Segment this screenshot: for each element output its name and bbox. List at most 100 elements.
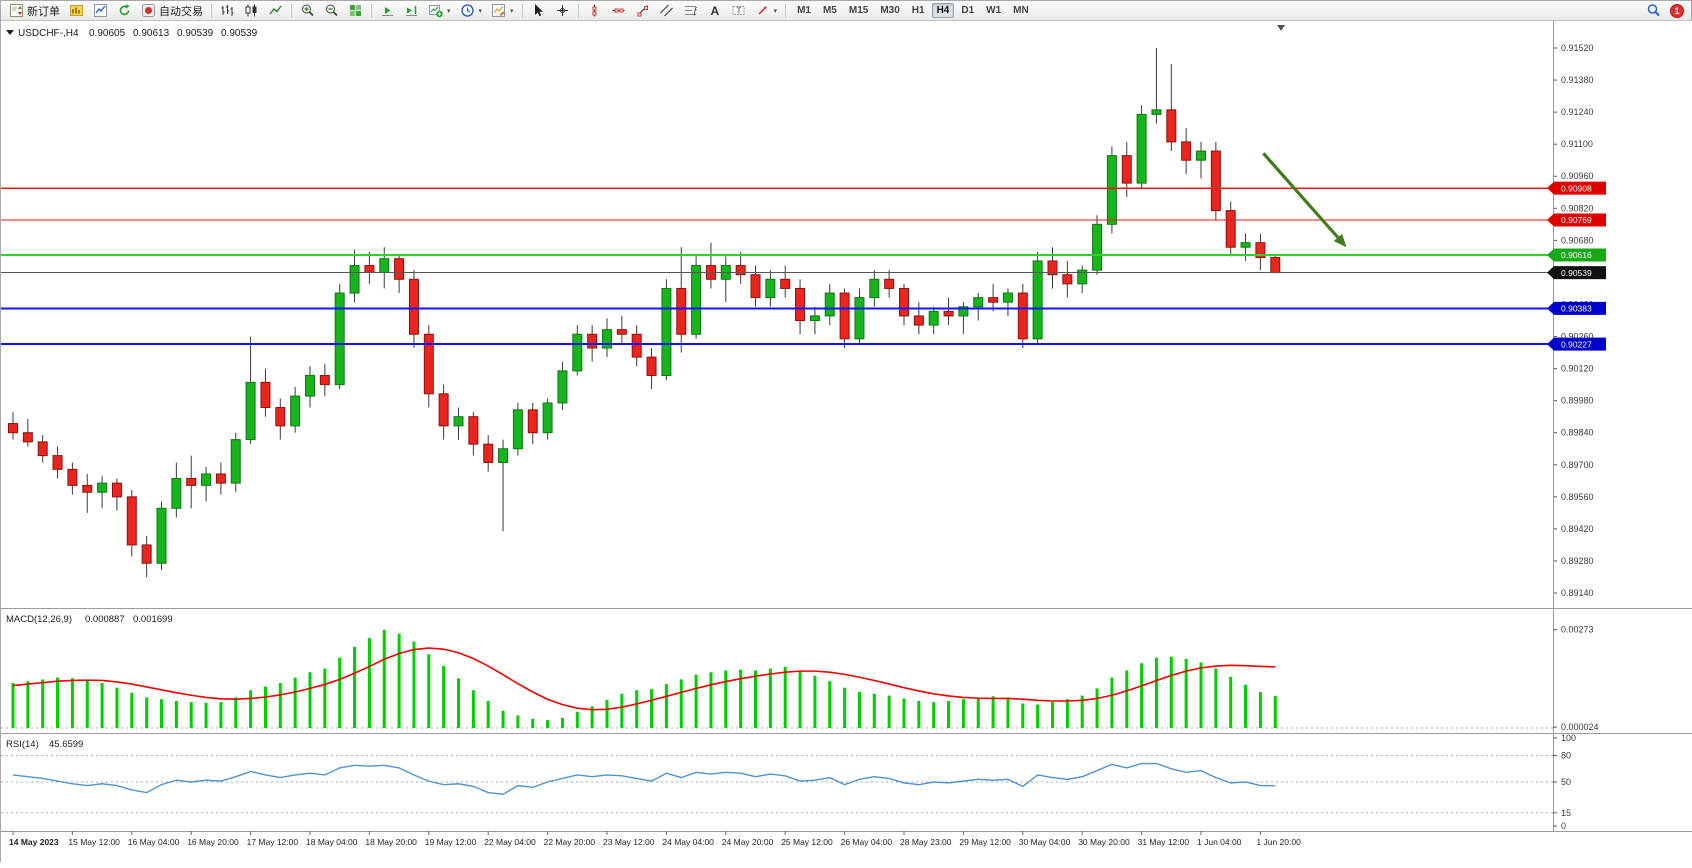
svg-text:ƒ: ƒ bbox=[692, 6, 697, 16]
candle bbox=[215, 473, 226, 484]
vertical-line-button[interactable] bbox=[583, 2, 606, 20]
template-dropdown[interactable]: ▾ bbox=[487, 2, 518, 20]
timeframe-button-W1[interactable]: W1 bbox=[986, 5, 1002, 16]
candle bbox=[483, 443, 494, 463]
crosshair-button[interactable] bbox=[551, 2, 574, 20]
candle bbox=[468, 416, 479, 445]
time-axis-label: 18 May 04:00 bbox=[306, 837, 358, 847]
macd-indicator-label: MACD(12,26,9) bbox=[6, 614, 72, 625]
candle bbox=[156, 507, 167, 564]
panel-dividers[interactable] bbox=[1, 21, 1692, 832]
profiles-button[interactable] bbox=[65, 2, 88, 20]
candle bbox=[913, 315, 924, 326]
time-axis-label: 28 May 23:00 bbox=[900, 837, 952, 847]
channel-button[interactable] bbox=[655, 2, 678, 20]
level-lines[interactable]: 0.90908 0.90769 0.90616 0.90383 0.90227 0.905… bbox=[1, 181, 1606, 351]
trendline-button[interactable] bbox=[631, 2, 654, 20]
cursor-button[interactable] bbox=[527, 2, 550, 20]
time-axis-label: 22 May 04:00 bbox=[484, 837, 536, 847]
candle bbox=[260, 381, 271, 409]
price-scale-label: 0.91520 bbox=[1561, 43, 1594, 53]
price-scale-label: 0.90820 bbox=[1561, 203, 1594, 213]
bar-chart-button[interactable] bbox=[216, 2, 239, 20]
channel-icon bbox=[659, 4, 673, 17]
toolbar-separator bbox=[211, 3, 212, 18]
chart-region[interactable]: 0.91520 0.91380 0.91240 0.91100 0.90960 0.908… bbox=[1, 21, 1692, 863]
time-axis-label: 24 May 04:00 bbox=[662, 837, 714, 847]
timeframe-button-M5[interactable]: M5 bbox=[822, 5, 837, 16]
time-axis-label: 19 May 12:00 bbox=[425, 837, 477, 847]
ohlc-high-value: 0.90613 bbox=[133, 28, 170, 39]
ohlc-open-value: 0.90605 bbox=[89, 28, 126, 39]
candle bbox=[1121, 155, 1132, 184]
chevron-down-icon[interactable]: ▾ bbox=[773, 7, 778, 15]
price-marker-0.90383-pointer bbox=[1547, 301, 1554, 315]
arrow-line[interactable] bbox=[1262, 152, 1340, 239]
candle bbox=[97, 482, 108, 493]
rsi-scale-label: 80 bbox=[1561, 751, 1571, 761]
candle bbox=[67, 468, 78, 486]
chevron-down-icon[interactable]: ▾ bbox=[510, 7, 514, 15]
text-label-button[interactable]: T bbox=[727, 2, 750, 20]
timeframe-button-H1[interactable]: H1 bbox=[911, 5, 925, 16]
candle bbox=[1270, 257, 1281, 274]
zoom-out-icon bbox=[326, 4, 338, 17]
crosshair-icon bbox=[556, 5, 568, 16]
timeframe-button-D1[interactable]: D1 bbox=[961, 5, 975, 16]
refresh-button[interactable] bbox=[113, 2, 136, 20]
candle bbox=[602, 329, 612, 349]
auto-scroll-icon bbox=[382, 7, 393, 16]
tile-windows-button[interactable] bbox=[344, 2, 367, 20]
zoom-out-button[interactable] bbox=[320, 2, 343, 20]
fibonacci-button[interactable]: ƒ bbox=[679, 2, 702, 20]
period-dropdown[interactable]: ▾ bbox=[456, 2, 487, 20]
zoom-in-button[interactable] bbox=[296, 2, 319, 20]
auto-scroll-button[interactable] bbox=[376, 2, 399, 20]
chart-shift-marker[interactable] bbox=[1277, 25, 1285, 31]
candlestick-chart-button[interactable] bbox=[240, 2, 263, 20]
candle bbox=[512, 409, 523, 450]
chevron-down-icon[interactable]: ▾ bbox=[478, 7, 483, 15]
candle bbox=[958, 306, 969, 317]
candle bbox=[305, 374, 315, 397]
time-axis-label: 22 May 20:00 bbox=[544, 837, 596, 847]
timeframe-button-H4[interactable]: H4 bbox=[931, 3, 955, 18]
price-scale-label: 0.89700 bbox=[1561, 460, 1594, 470]
candle bbox=[186, 478, 197, 486]
one-click-trading-toggle[interactable] bbox=[6, 30, 14, 35]
chart-symbol-label: USDCHF-,H4 bbox=[18, 28, 79, 39]
candle bbox=[349, 265, 360, 294]
time-axis[interactable]: 14 May 2023 15 May 12:00 16 May 04:00 16 Ma… bbox=[9, 831, 1301, 847]
new-chart-dropdown[interactable]: ▾ bbox=[424, 2, 455, 20]
timeframe-button-M1[interactable]: M1 bbox=[797, 5, 811, 16]
toolbar-separator bbox=[577, 3, 579, 18]
candle bbox=[988, 297, 999, 303]
arrows-dropdown[interactable]: ▾ bbox=[751, 2, 782, 20]
timeframe-button-M15[interactable]: M15 bbox=[848, 5, 869, 16]
price-scale-label: 0.90260 bbox=[1561, 332, 1594, 342]
text-button[interactable]: A bbox=[703, 2, 726, 20]
timeframe-button-MN[interactable]: MN bbox=[1013, 5, 1029, 16]
candle bbox=[973, 297, 984, 308]
new-order-button[interactable]: 新订单 bbox=[5, 2, 64, 20]
candle bbox=[691, 265, 702, 335]
timeframe-button-M30[interactable]: M30 bbox=[880, 5, 900, 16]
price-marker-0.90616-text: 0.90616 bbox=[1561, 250, 1592, 260]
toolbar-separator bbox=[291, 3, 292, 18]
notification-badge[interactable]: 1 bbox=[1670, 3, 1684, 18]
trend-arrow-annotation[interactable] bbox=[1262, 152, 1347, 248]
chart-shift-button[interactable] bbox=[400, 2, 423, 20]
chevron-down-icon[interactable]: ▾ bbox=[447, 7, 451, 15]
candle bbox=[423, 333, 434, 395]
candle bbox=[676, 287, 687, 335]
search-button[interactable] bbox=[1642, 2, 1665, 20]
text-icon: A bbox=[710, 4, 719, 18]
autotrading-button[interactable]: 自动交易 bbox=[137, 2, 207, 20]
candle bbox=[542, 402, 553, 434]
time-axis-label: 16 May 04:00 bbox=[128, 837, 180, 847]
line-chart-button[interactable] bbox=[264, 2, 287, 20]
trendline-icon bbox=[636, 5, 648, 17]
horizontal-line-button[interactable] bbox=[607, 2, 630, 20]
rsi-scale-label: 15 bbox=[1561, 808, 1571, 818]
market-watch-button[interactable] bbox=[89, 2, 112, 20]
